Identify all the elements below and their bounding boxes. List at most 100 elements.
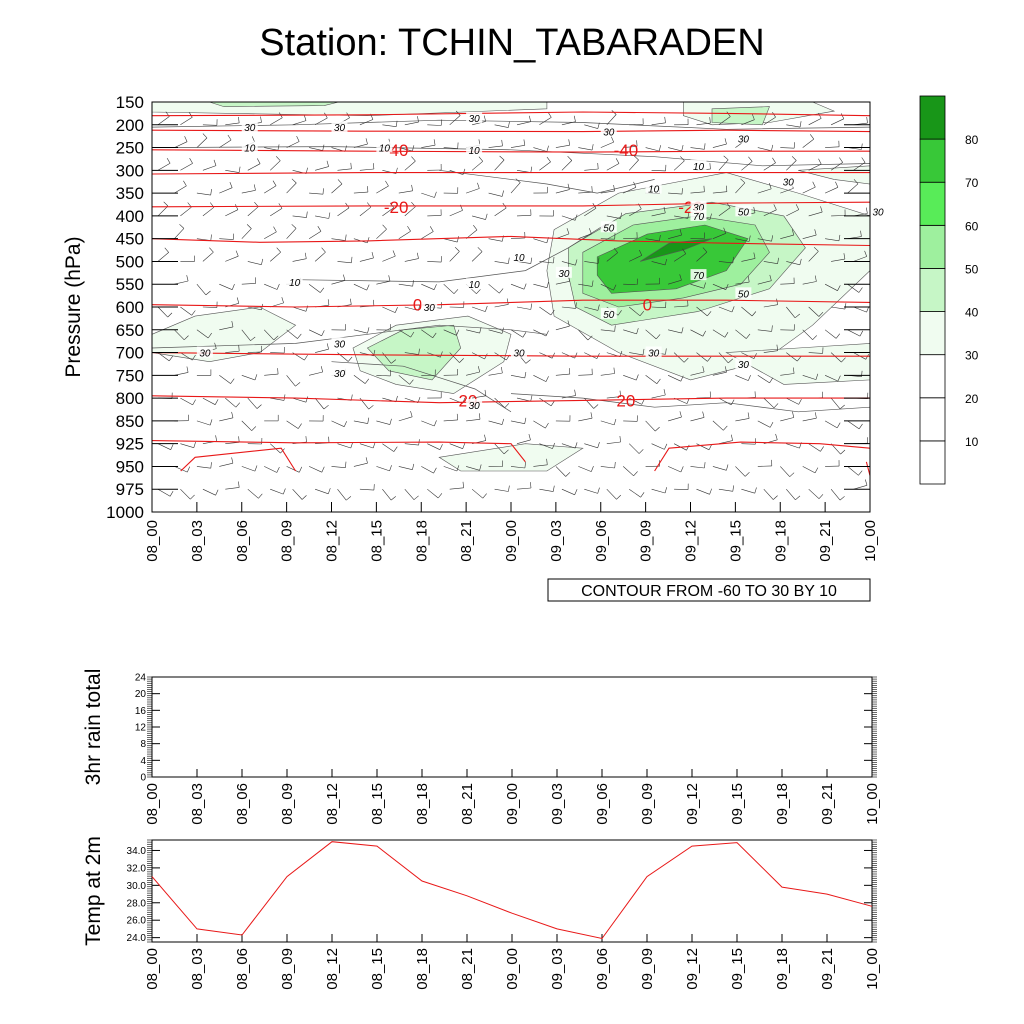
wind-barb [225, 122, 240, 126]
wind-barb-feather [235, 204, 239, 210]
wind-barb [757, 188, 772, 194]
time-tick-label: 08_21 [459, 783, 476, 825]
wind-barb-feather [597, 487, 600, 494]
time-tick-label: 08_09 [279, 520, 296, 562]
wind-barb-feather [776, 298, 778, 305]
wind-barb [578, 466, 592, 472]
wind-barb [202, 397, 216, 405]
wind-barb-feather [524, 461, 526, 469]
wind-barb [157, 488, 171, 497]
wind-barb [219, 375, 231, 384]
humidity-label: 30 [469, 114, 481, 125]
wind-barb-feather [343, 274, 346, 281]
wind-barb [578, 283, 593, 287]
wind-barb [270, 251, 281, 262]
wind-barb [292, 215, 307, 218]
wind-barb [398, 416, 413, 422]
humidity-label-bg [511, 346, 527, 358]
wind-barb-feather [462, 442, 466, 449]
wind-barb [786, 397, 799, 405]
y-axis-label: Pressure (hPa) [62, 236, 85, 377]
wind-barb [443, 283, 455, 294]
wind-barb-feather [167, 312, 173, 318]
wind-barb [696, 251, 708, 262]
wind-barb [786, 352, 798, 362]
wind-barb-feather [250, 336, 256, 341]
time-tick-label: 08_03 [189, 783, 206, 825]
wind-barb-feather [235, 250, 239, 257]
time-tick-label: 09_09 [639, 948, 656, 990]
wind-barb [398, 230, 411, 239]
time-tick-label: 09_03 [549, 783, 566, 825]
wind-barb-feather [179, 224, 185, 229]
wind-barb-feather [861, 157, 866, 163]
wind-barb [174, 280, 189, 285]
time-tick-label: 10_00 [864, 948, 881, 990]
colorbar-box [919, 397, 946, 442]
wind-barb-feather [529, 115, 531, 122]
wind-barb-feather [209, 419, 213, 426]
wind-barb-feather [273, 335, 279, 341]
pressure-tick-label: 975 [116, 480, 144, 499]
wind-barb [690, 147, 705, 150]
wind-barb [808, 488, 820, 499]
colorbar-box [919, 181, 946, 226]
wind-barb-feather [732, 485, 734, 492]
wind-barb-feather [769, 377, 774, 384]
wind-barb-feather [748, 156, 753, 162]
wind-barb-feather [508, 485, 510, 492]
wind-barb-feather [260, 116, 262, 123]
wind-barb-feather [482, 493, 487, 499]
wind-barb [315, 348, 329, 353]
wind-barb-feather [725, 283, 729, 290]
wind-barb [712, 420, 724, 431]
wind-barb-feather [639, 249, 643, 256]
colorbar-label: 70 [965, 176, 979, 190]
y-tick-label: 16 [135, 706, 147, 717]
wind-barb [600, 141, 614, 148]
humidity-label-bg [241, 121, 258, 133]
wind-barb-feather [769, 421, 774, 428]
wind-barb [196, 466, 211, 469]
time-tick-label: 08_18 [413, 520, 430, 562]
wind-barb [376, 280, 391, 285]
wind-barb [780, 373, 795, 376]
wind-barb-feather [320, 366, 323, 373]
wind-barb [667, 375, 681, 382]
wind-barb [539, 443, 553, 449]
wind-barb-feather [477, 182, 480, 189]
wind-barb [382, 207, 394, 217]
wind-barb [309, 147, 323, 151]
time-tick-label: 08_21 [459, 948, 476, 990]
wind-barb-feather [411, 156, 416, 162]
wind-barb [353, 143, 368, 148]
wind-barb-feather [303, 114, 307, 121]
wind-barb [225, 487, 240, 490]
wind-barb-feather [382, 224, 387, 230]
time-tick-label: 08_12 [324, 783, 341, 825]
wind-barb-feather [613, 184, 615, 191]
wind-barb-feather [373, 163, 375, 170]
wind-barb-feather [365, 457, 368, 464]
wind-barb-feather [523, 139, 526, 146]
wind-barb-feather [392, 250, 396, 257]
wind-barb [651, 261, 666, 266]
humidity-contour-0 [151, 119, 871, 130]
wind-barb [180, 443, 194, 448]
humidity-contour-4 [151, 324, 547, 349]
wind-barb-feather [773, 403, 779, 409]
wind-barb [443, 238, 458, 243]
humidity-label-bg [331, 337, 348, 349]
wind-barb [539, 488, 554, 492]
wind-barb-feather [304, 252, 307, 259]
wind-barb-feather [230, 378, 235, 384]
wind-barb-feather [210, 462, 212, 469]
humidity-label-bg [331, 367, 348, 379]
wind-barb [427, 488, 439, 499]
wind-barb-feather [593, 404, 599, 409]
wind-barb [404, 160, 416, 171]
wind-barb-feather [530, 482, 532, 489]
y-tick-label: 30.0 [127, 881, 147, 892]
wind-barb-feather [412, 145, 415, 152]
wind-barb-feather [726, 464, 729, 471]
